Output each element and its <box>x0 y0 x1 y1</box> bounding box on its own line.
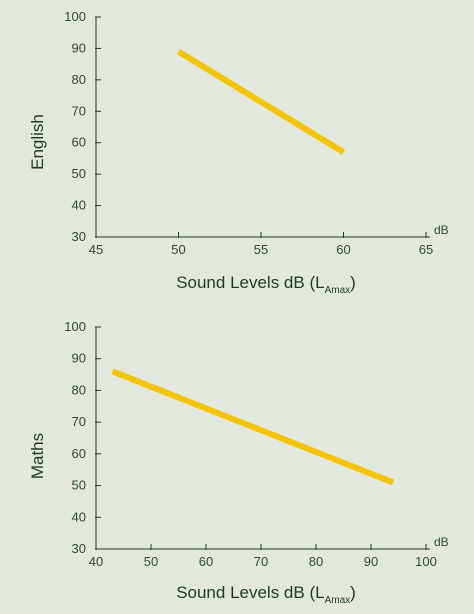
series-line-1 <box>111 368 395 486</box>
x-tick-label: 60 <box>199 554 213 569</box>
x-axis-label: Sound Levels dB (LAmax) <box>176 273 356 296</box>
y-axis-label: Maths <box>28 433 47 479</box>
y-tick-label: 40 <box>72 198 86 213</box>
y-tick-label: 90 <box>72 351 86 366</box>
y-tick-label: 90 <box>72 40 86 55</box>
y-tick-label: 80 <box>72 382 86 397</box>
y-tick-label: 30 <box>72 229 86 244</box>
y-tick-label: 60 <box>72 135 86 150</box>
y-tick-label: 80 <box>72 72 86 87</box>
x-tick-label: 90 <box>364 554 378 569</box>
x-tick-label: 65 <box>419 242 433 257</box>
y-tick-label: 70 <box>72 414 86 429</box>
series-line-1 <box>176 49 346 155</box>
y-tick-label: 60 <box>72 446 86 461</box>
x-tick-label: 60 <box>336 242 350 257</box>
x-tick-label: 50 <box>171 242 185 257</box>
y-tick-label: 70 <box>72 103 86 118</box>
x-tick-label: 80 <box>309 554 323 569</box>
x-tick-label: 40 <box>89 554 103 569</box>
x-axis-label: Sound Levels dB (LAmax) <box>176 583 356 606</box>
y-tick-label: 100 <box>64 9 86 24</box>
y-tick-label: 40 <box>72 509 86 524</box>
y-tick-label: 30 <box>72 541 86 556</box>
y-tick-label: 100 <box>64 319 86 334</box>
y-tick-label: 50 <box>72 166 86 181</box>
y-axis-label: English <box>28 114 47 170</box>
x-tick-label: 100 <box>415 554 437 569</box>
x-tick-label: 45 <box>89 242 103 257</box>
x-tick-label: 50 <box>144 554 158 569</box>
x-tick-label: 70 <box>254 554 268 569</box>
x-unit-label: dB <box>434 223 449 237</box>
x-tick-label: 55 <box>254 242 268 257</box>
y-tick-label: 50 <box>72 478 86 493</box>
x-unit-label: dB <box>434 535 449 549</box>
